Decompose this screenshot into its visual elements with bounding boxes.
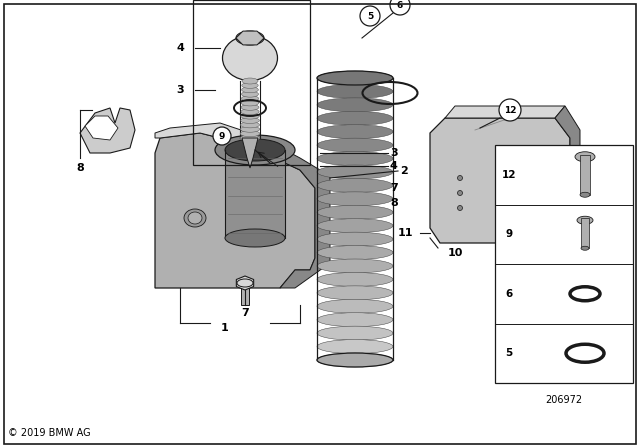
Bar (241, 283, 249, 305)
Bar (580, 155, 590, 195)
Text: 9: 9 (219, 132, 225, 141)
Ellipse shape (237, 279, 253, 287)
Ellipse shape (317, 192, 393, 206)
Text: 12: 12 (504, 105, 516, 115)
Ellipse shape (580, 192, 590, 197)
Text: 5: 5 (506, 348, 513, 358)
Ellipse shape (317, 125, 393, 139)
Ellipse shape (241, 113, 259, 119)
Polygon shape (570, 180, 600, 196)
Text: 206972: 206972 (545, 395, 582, 405)
Text: 12: 12 (502, 170, 516, 180)
Ellipse shape (317, 232, 393, 246)
Text: 9: 9 (506, 229, 513, 239)
Ellipse shape (317, 219, 393, 233)
Ellipse shape (317, 151, 393, 166)
Ellipse shape (595, 180, 605, 196)
Ellipse shape (317, 178, 393, 193)
Circle shape (499, 99, 521, 121)
Ellipse shape (242, 87, 259, 93)
Ellipse shape (317, 71, 393, 85)
Ellipse shape (317, 71, 393, 85)
Text: 7: 7 (390, 183, 397, 193)
Ellipse shape (240, 135, 260, 141)
Polygon shape (85, 116, 118, 140)
Ellipse shape (241, 122, 260, 128)
Ellipse shape (581, 246, 589, 250)
Ellipse shape (577, 216, 593, 224)
Ellipse shape (317, 299, 393, 313)
Ellipse shape (240, 131, 260, 137)
Ellipse shape (241, 95, 259, 102)
Ellipse shape (317, 165, 393, 179)
Text: 5: 5 (367, 12, 373, 21)
Ellipse shape (236, 31, 264, 45)
Circle shape (458, 206, 463, 211)
Polygon shape (80, 108, 135, 153)
Ellipse shape (242, 82, 258, 88)
Circle shape (458, 190, 463, 195)
Ellipse shape (317, 340, 393, 353)
Text: 8: 8 (76, 163, 84, 173)
Bar (193, 0, 310, 165)
Circle shape (213, 127, 231, 145)
Polygon shape (242, 138, 258, 168)
Ellipse shape (575, 152, 595, 162)
Ellipse shape (215, 135, 295, 165)
Ellipse shape (317, 313, 393, 327)
Polygon shape (155, 133, 315, 288)
Ellipse shape (241, 104, 259, 110)
Text: 7: 7 (241, 308, 249, 318)
Circle shape (458, 176, 463, 181)
Polygon shape (430, 118, 570, 243)
Polygon shape (236, 276, 253, 290)
Ellipse shape (317, 326, 393, 340)
Text: 6: 6 (506, 289, 513, 299)
Text: 10: 10 (447, 248, 463, 258)
Ellipse shape (225, 139, 285, 161)
Ellipse shape (317, 84, 393, 99)
Text: 6: 6 (397, 0, 403, 9)
Ellipse shape (241, 109, 259, 115)
Text: 4: 4 (176, 43, 184, 53)
Text: 4: 4 (390, 161, 398, 171)
Polygon shape (280, 150, 330, 288)
Ellipse shape (317, 259, 393, 273)
Ellipse shape (188, 212, 202, 224)
Polygon shape (155, 123, 285, 158)
Text: 3: 3 (390, 148, 397, 158)
Ellipse shape (240, 126, 260, 132)
Ellipse shape (317, 286, 393, 300)
Ellipse shape (317, 353, 393, 367)
Text: © 2019 BMW AG: © 2019 BMW AG (8, 428, 91, 438)
Text: 2: 2 (400, 166, 408, 176)
Text: 3: 3 (176, 85, 184, 95)
Ellipse shape (317, 353, 393, 367)
Ellipse shape (317, 111, 393, 125)
Bar (495, 145, 633, 383)
Circle shape (390, 0, 410, 15)
Ellipse shape (317, 272, 393, 286)
Ellipse shape (317, 205, 393, 219)
Polygon shape (236, 31, 264, 45)
Ellipse shape (317, 138, 393, 152)
Ellipse shape (241, 100, 259, 106)
Ellipse shape (184, 209, 206, 227)
Polygon shape (550, 106, 580, 243)
Polygon shape (445, 106, 565, 118)
Ellipse shape (242, 78, 258, 84)
Text: 11: 11 (397, 228, 413, 238)
Ellipse shape (317, 98, 393, 112)
Ellipse shape (317, 246, 393, 259)
Bar (581, 218, 589, 248)
Text: 8: 8 (390, 198, 397, 208)
Circle shape (360, 6, 380, 26)
Ellipse shape (241, 91, 259, 97)
Ellipse shape (223, 35, 278, 81)
Text: 1: 1 (221, 323, 229, 333)
Ellipse shape (241, 117, 259, 124)
Ellipse shape (225, 229, 285, 247)
Polygon shape (225, 150, 285, 238)
